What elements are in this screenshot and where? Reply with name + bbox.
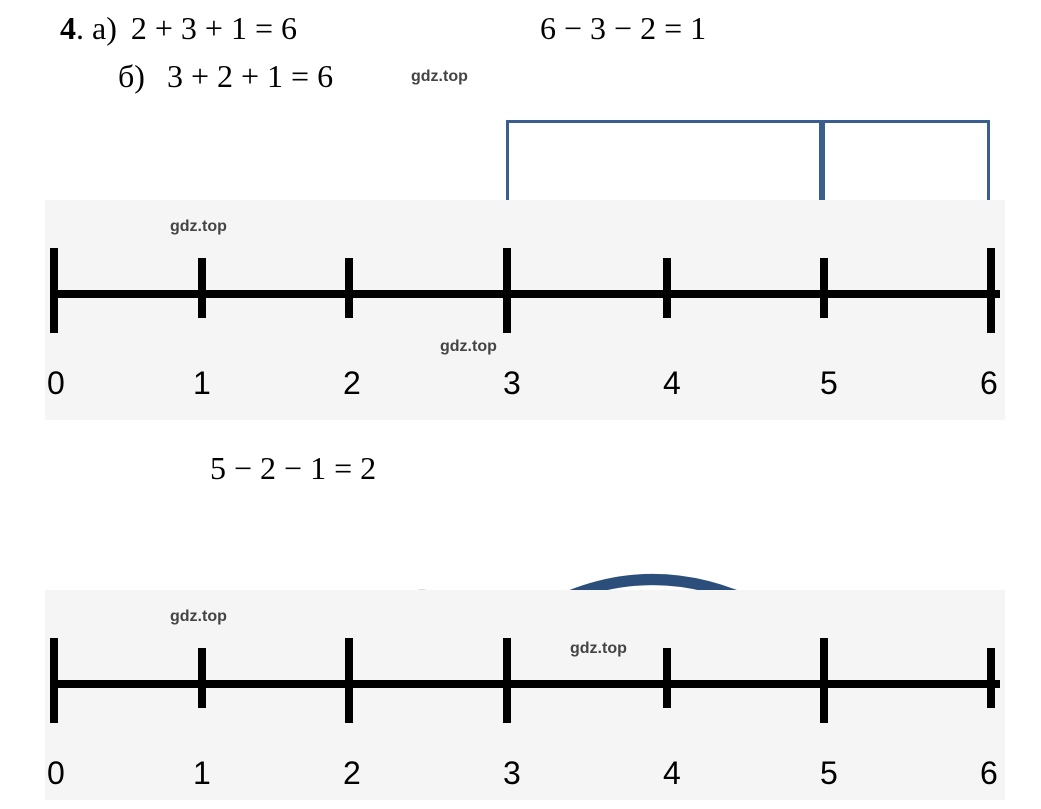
tick2-label-3: 3: [503, 755, 521, 792]
watermark-4: gdz.top: [170, 608, 227, 626]
watermark-2: gdz.top: [170, 218, 227, 236]
part-a-label: а): [92, 10, 117, 46]
tick-label-4: 4: [663, 365, 681, 402]
tick-6: [987, 248, 995, 333]
tick-5: [820, 258, 828, 318]
number-line-2: gdz.top gdz.top 0 1 2 3 4 5 6: [45, 590, 1005, 800]
part-b-label: б): [118, 58, 145, 94]
tick2-2: [345, 638, 353, 723]
number-line-1: gdz.top 0 1 2 3 4 5 6 gdz.top: [45, 200, 1005, 420]
tick2-label-6: 6: [980, 755, 998, 792]
tick2-6: [987, 648, 995, 708]
tick2-3: [503, 638, 511, 723]
axis-line-1: [50, 290, 1000, 298]
bracket-segment-2: [822, 120, 990, 210]
tick2-0: [50, 638, 58, 723]
equation-b2: 5 − 2 − 1 = 2: [210, 450, 376, 487]
tick-4: [663, 258, 671, 318]
watermark-5: gdz.top: [570, 640, 627, 658]
equation-b1: 3 + 2 + 1 = 6: [167, 58, 333, 94]
tick-label-3: 3: [503, 365, 521, 402]
axis-line-2: [50, 680, 1000, 688]
tick-2: [345, 258, 353, 318]
tick-3: [503, 248, 511, 333]
tick2-5: [820, 638, 828, 723]
tick2-label-4: 4: [663, 755, 681, 792]
problem-header: 4. а) 2 + 3 + 1 = 6: [60, 10, 297, 47]
tick2-label-2: 2: [343, 755, 361, 792]
tick-label-2: 2: [343, 365, 361, 402]
tick2-label-5: 5: [820, 755, 838, 792]
bracket-segment-1: [506, 120, 822, 210]
tick-label-6: 6: [980, 365, 998, 402]
part-b-row: б) 3 + 2 + 1 = 6: [118, 58, 333, 95]
tick2-1: [198, 648, 206, 708]
watermark-3: gdz.top: [440, 338, 497, 356]
tick2-4: [663, 648, 671, 708]
tick-label-1: 1: [193, 365, 211, 402]
watermark-1: gdz.top: [411, 68, 468, 86]
tick2-label-0: 0: [47, 755, 65, 792]
tick-label-5: 5: [820, 365, 838, 402]
tick-0: [50, 248, 58, 333]
tick2-label-1: 1: [193, 755, 211, 792]
tick-label-0: 0: [47, 365, 65, 402]
problem-number: 4: [60, 10, 76, 46]
tick-1: [198, 258, 206, 318]
equation-a1: 2 + 3 + 1 = 6: [131, 10, 297, 46]
equation-a2: 6 − 3 − 2 = 1: [540, 10, 706, 47]
